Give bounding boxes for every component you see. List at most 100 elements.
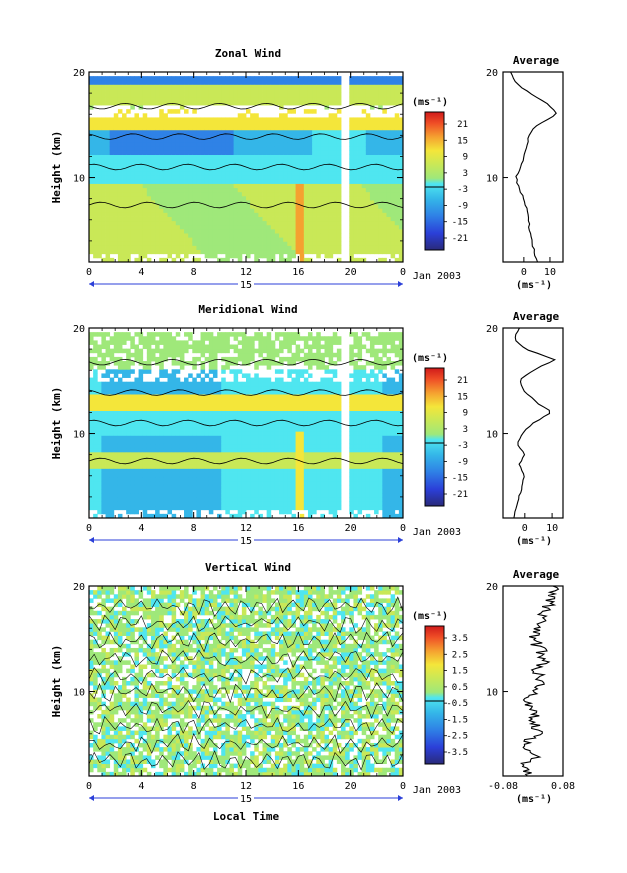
heatmap-cell — [274, 100, 280, 106]
heatmap-cell — [155, 414, 160, 420]
heatmap-cell — [150, 460, 156, 465]
heatmap-cell — [287, 150, 292, 156]
heatmap-cell — [382, 129, 387, 135]
heatmap-cell — [217, 336, 222, 341]
heatmap-cell — [204, 133, 210, 139]
heatmap-cell — [117, 340, 123, 345]
heatmap-cell — [229, 418, 234, 424]
heatmap-cell — [146, 257, 152, 263]
heatmap-cell — [97, 92, 102, 98]
heatmap-cell — [93, 427, 98, 432]
heatmap-cell — [258, 418, 263, 424]
heatmap-cell — [369, 167, 375, 172]
heatmap-cell — [134, 497, 139, 502]
heatmap-cell — [250, 447, 255, 453]
heatmap-cell — [109, 84, 115, 89]
heatmap-cell — [374, 138, 379, 143]
heatmap-cell — [386, 76, 391, 81]
heatmap-cell — [225, 423, 230, 428]
heatmap-cell — [279, 208, 284, 213]
heatmap-cell — [237, 100, 243, 106]
profile-x-tick-label: 10 — [544, 267, 556, 278]
heatmap-cell — [184, 406, 189, 412]
heatmap-cell — [328, 216, 334, 222]
heatmap-cell — [204, 373, 210, 378]
heatmap-cell — [287, 138, 292, 143]
heatmap-cell — [241, 100, 247, 106]
heatmap-cell — [188, 394, 193, 399]
heatmap-cell — [159, 468, 164, 473]
heatmap-cell — [208, 472, 214, 478]
heatmap-cell — [386, 187, 391, 193]
heatmap-cell — [171, 410, 177, 416]
heatmap-cell — [270, 220, 276, 226]
heatmap-cell — [328, 76, 334, 81]
heatmap-cell — [369, 171, 375, 176]
heatmap-cell — [200, 443, 206, 449]
heatmap-cell — [270, 501, 276, 507]
heatmap-cell — [394, 138, 400, 143]
heatmap-cell — [258, 361, 263, 366]
heatmap-cell — [394, 171, 400, 176]
heatmap-cell — [159, 212, 164, 217]
heatmap-cell — [295, 133, 301, 139]
heatmap-cell — [237, 352, 243, 358]
heatmap-cell — [274, 233, 280, 238]
heatmap-cell — [184, 439, 189, 445]
heatmap-cell — [369, 228, 375, 234]
heatmap-cell — [233, 394, 239, 399]
heatmap-cell — [262, 356, 268, 362]
heatmap-cell — [246, 443, 251, 449]
heatmap-cell — [126, 88, 131, 94]
heatmap-cell — [188, 451, 193, 457]
heatmap-cell — [89, 84, 94, 89]
heatmap-cell — [258, 216, 263, 222]
heatmap-cell — [307, 125, 313, 131]
heatmap-cell — [192, 133, 197, 139]
heatmap-cell — [146, 497, 152, 502]
heatmap-cell — [250, 183, 255, 189]
heatmap-cell — [254, 435, 259, 440]
heatmap-cell — [258, 121, 263, 127]
heatmap-cell — [175, 200, 181, 205]
heatmap-cell — [175, 80, 181, 85]
heatmap-cell — [398, 237, 404, 242]
heatmap-cell — [89, 105, 94, 110]
heatmap-cell — [229, 513, 234, 519]
heatmap-cell — [109, 513, 115, 519]
heatmap-cell — [150, 389, 156, 395]
heatmap-cell — [188, 385, 193, 391]
heatmap-cell — [196, 121, 201, 127]
heatmap-cell — [212, 394, 218, 399]
heatmap-cell — [237, 150, 243, 156]
heatmap-cell — [353, 84, 358, 89]
heatmap-cell — [134, 468, 139, 473]
heatmap-cell — [163, 113, 168, 118]
heatmap-cell — [93, 245, 98, 251]
heatmap-cell — [208, 381, 214, 387]
heatmap-cell — [349, 257, 354, 263]
heatmap-cell — [184, 142, 189, 147]
heatmap-cell — [93, 220, 98, 226]
heatmap-cell — [283, 191, 288, 197]
heatmap-cell — [258, 513, 263, 519]
heatmap-cell — [179, 257, 185, 263]
heatmap-cell — [155, 505, 160, 511]
heatmap-cell — [109, 175, 115, 180]
heatmap-cell — [386, 154, 391, 160]
heatmap-cell — [89, 167, 94, 172]
heatmap-cell — [204, 162, 210, 168]
heatmap-cell — [188, 195, 193, 201]
heatmap-cell — [208, 505, 214, 511]
heatmap-cell — [324, 146, 330, 151]
heatmap-cell — [175, 133, 181, 139]
heatmap-cell — [258, 208, 263, 213]
heatmap-cell — [188, 489, 193, 494]
heatmap-cell — [134, 418, 139, 424]
heatmap-cell — [212, 493, 218, 498]
heatmap-cell — [353, 233, 358, 238]
heatmap-cell — [221, 76, 226, 81]
heatmap-cell — [212, 171, 218, 176]
heatmap-cell — [241, 398, 247, 403]
heatmap-cell — [394, 187, 400, 193]
